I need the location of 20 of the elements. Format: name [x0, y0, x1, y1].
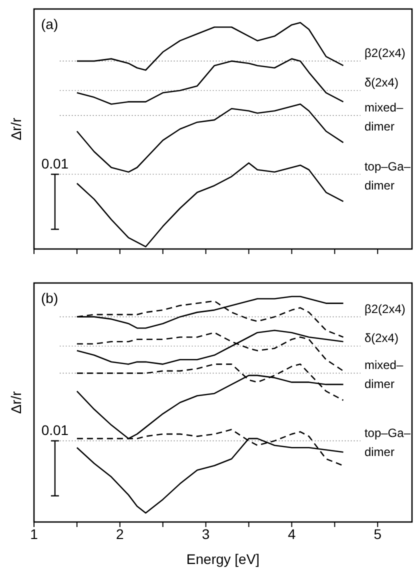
x-tick-label: 1 — [30, 526, 38, 542]
annotation: (a) — [41, 16, 58, 32]
y-axis-title: Δr/r — [8, 390, 24, 414]
ref-line-label: δ(2x4) — [364, 76, 398, 90]
x-tick-label: 3 — [202, 526, 210, 542]
ref-line-label: top–Ga–dimer — [364, 159, 411, 192]
annotation: 0.01 — [41, 155, 69, 172]
ref-line-label: δ(2x4) — [364, 331, 398, 346]
ref-line-label: top–Ga–dimer — [364, 426, 411, 459]
x-axis-title: Energy [eV] — [186, 551, 260, 567]
ref-line-label: β2(2x4) — [364, 46, 406, 60]
annotation: (b) — [41, 290, 58, 306]
annotation: 0.01 — [41, 422, 69, 438]
x-tick-label: 5 — [374, 526, 382, 542]
x-tick-label: 2 — [116, 526, 124, 542]
ref-line-label: β2(2x4) — [364, 302, 406, 316]
ref-line-label: mixed–dimer — [364, 100, 404, 134]
x-tick-label: 4 — [288, 526, 296, 542]
y-axis-title: Δr/r — [8, 117, 24, 140]
ref-line-label: mixed–dimer — [364, 358, 404, 392]
